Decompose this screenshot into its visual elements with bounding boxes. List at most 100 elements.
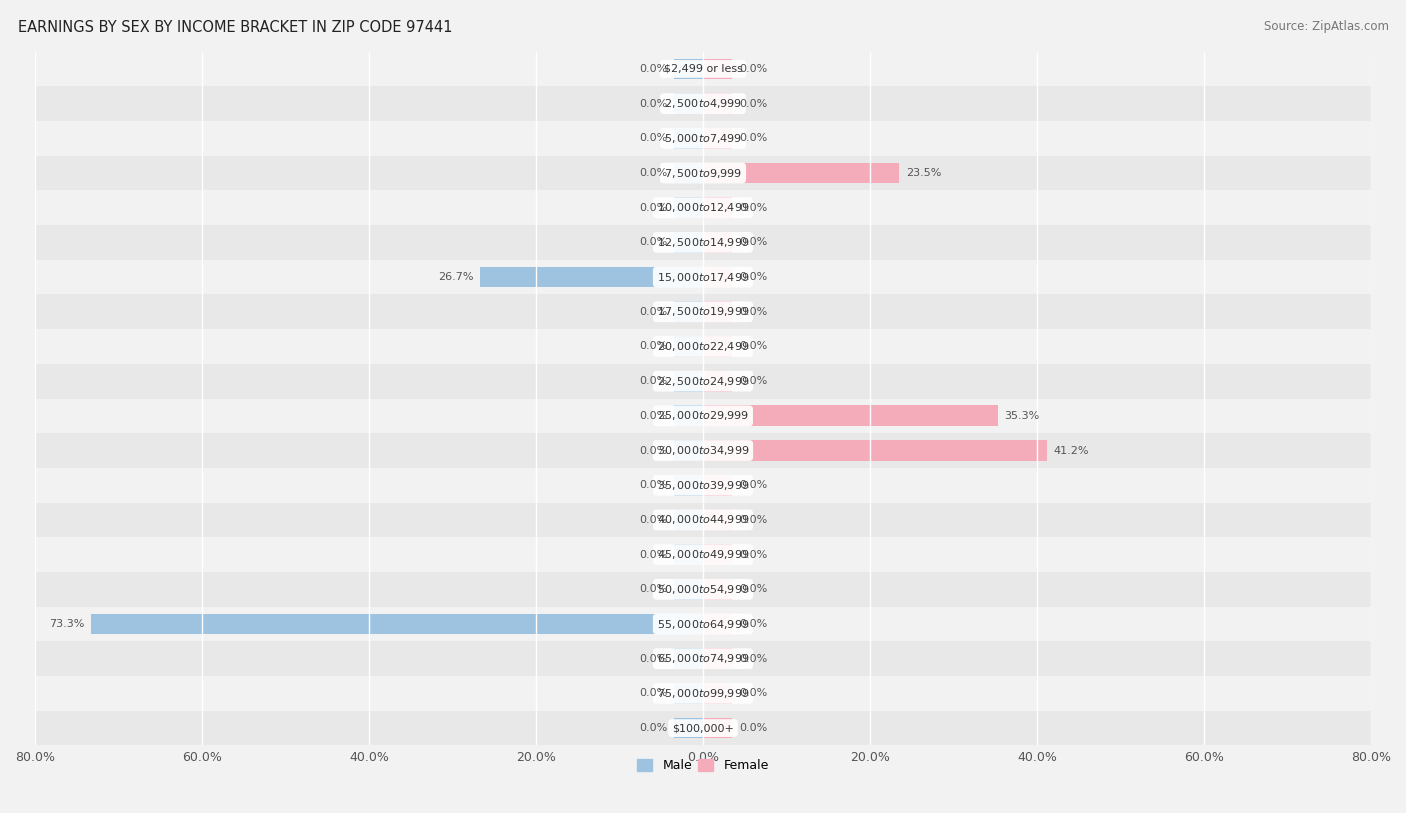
Text: 0.0%: 0.0% bbox=[638, 723, 666, 733]
Text: 0.0%: 0.0% bbox=[638, 376, 666, 386]
Bar bbox=[703, 267, 733, 288]
Text: 0.0%: 0.0% bbox=[740, 307, 768, 317]
Text: $65,000 to $74,999: $65,000 to $74,999 bbox=[657, 652, 749, 665]
Bar bbox=[673, 59, 703, 80]
Bar bbox=[35, 190, 1371, 225]
Text: $35,000 to $39,999: $35,000 to $39,999 bbox=[657, 479, 749, 492]
Bar bbox=[479, 267, 703, 288]
Bar bbox=[703, 232, 733, 253]
Legend: Male, Female: Male, Female bbox=[633, 754, 773, 777]
Text: 0.0%: 0.0% bbox=[740, 654, 768, 663]
Text: 41.2%: 41.2% bbox=[1053, 446, 1090, 455]
Bar bbox=[703, 198, 733, 218]
Text: 0.0%: 0.0% bbox=[740, 133, 768, 143]
Text: 0.0%: 0.0% bbox=[638, 480, 666, 490]
Text: $75,000 to $99,999: $75,000 to $99,999 bbox=[657, 687, 749, 700]
Bar bbox=[35, 225, 1371, 259]
Text: $17,500 to $19,999: $17,500 to $19,999 bbox=[657, 305, 749, 318]
Bar bbox=[703, 718, 733, 738]
Text: $45,000 to $49,999: $45,000 to $49,999 bbox=[657, 548, 749, 561]
Text: 26.7%: 26.7% bbox=[437, 272, 474, 282]
Text: EARNINGS BY SEX BY INCOME BRACKET IN ZIP CODE 97441: EARNINGS BY SEX BY INCOME BRACKET IN ZIP… bbox=[18, 20, 453, 35]
Bar bbox=[673, 510, 703, 530]
Bar bbox=[673, 232, 703, 253]
Bar bbox=[35, 121, 1371, 155]
Bar bbox=[703, 59, 733, 80]
Text: $7,500 to $9,999: $7,500 to $9,999 bbox=[664, 167, 742, 180]
Bar bbox=[673, 128, 703, 149]
Text: 73.3%: 73.3% bbox=[49, 619, 84, 629]
Text: 0.0%: 0.0% bbox=[740, 376, 768, 386]
Bar bbox=[35, 51, 1371, 86]
Text: 0.0%: 0.0% bbox=[740, 272, 768, 282]
Text: 0.0%: 0.0% bbox=[638, 133, 666, 143]
Bar bbox=[673, 648, 703, 669]
Text: 0.0%: 0.0% bbox=[638, 202, 666, 213]
Text: 23.5%: 23.5% bbox=[905, 168, 941, 178]
Bar bbox=[703, 163, 900, 184]
Bar bbox=[35, 363, 1371, 398]
Bar bbox=[673, 683, 703, 704]
Text: $15,000 to $17,499: $15,000 to $17,499 bbox=[657, 271, 749, 284]
Bar bbox=[703, 371, 733, 392]
Text: $12,500 to $14,999: $12,500 to $14,999 bbox=[657, 236, 749, 249]
Text: 35.3%: 35.3% bbox=[1004, 411, 1039, 421]
Text: $25,000 to $29,999: $25,000 to $29,999 bbox=[657, 410, 749, 422]
Text: $22,500 to $24,999: $22,500 to $24,999 bbox=[657, 375, 749, 388]
Bar bbox=[673, 163, 703, 184]
Text: Source: ZipAtlas.com: Source: ZipAtlas.com bbox=[1264, 20, 1389, 33]
Text: 0.0%: 0.0% bbox=[740, 515, 768, 525]
Bar bbox=[35, 676, 1371, 711]
Text: $30,000 to $34,999: $30,000 to $34,999 bbox=[657, 444, 749, 457]
Bar bbox=[673, 336, 703, 357]
Bar bbox=[35, 468, 1371, 502]
Bar bbox=[673, 440, 703, 461]
Text: 0.0%: 0.0% bbox=[740, 202, 768, 213]
Bar bbox=[703, 683, 733, 704]
Bar bbox=[35, 572, 1371, 606]
Text: $10,000 to $12,499: $10,000 to $12,499 bbox=[657, 201, 749, 214]
Bar bbox=[703, 302, 733, 322]
Text: 0.0%: 0.0% bbox=[638, 237, 666, 247]
Bar bbox=[703, 544, 733, 565]
Text: $2,500 to $4,999: $2,500 to $4,999 bbox=[664, 97, 742, 110]
Bar bbox=[703, 336, 733, 357]
Bar bbox=[35, 86, 1371, 121]
Bar bbox=[91, 614, 703, 634]
Bar bbox=[703, 440, 1047, 461]
Bar bbox=[35, 433, 1371, 468]
Bar bbox=[673, 93, 703, 114]
Text: 0.0%: 0.0% bbox=[638, 446, 666, 455]
Text: 0.0%: 0.0% bbox=[638, 689, 666, 698]
Bar bbox=[35, 329, 1371, 363]
Bar bbox=[703, 614, 733, 634]
Bar bbox=[703, 406, 998, 426]
Text: 0.0%: 0.0% bbox=[638, 515, 666, 525]
Text: 0.0%: 0.0% bbox=[740, 585, 768, 594]
Text: 0.0%: 0.0% bbox=[740, 64, 768, 74]
Text: 0.0%: 0.0% bbox=[638, 654, 666, 663]
Bar bbox=[35, 398, 1371, 433]
Bar bbox=[703, 648, 733, 669]
Bar bbox=[35, 606, 1371, 641]
Bar bbox=[703, 579, 733, 600]
Bar bbox=[673, 371, 703, 392]
Bar bbox=[703, 510, 733, 530]
Text: 0.0%: 0.0% bbox=[740, 619, 768, 629]
Text: 0.0%: 0.0% bbox=[740, 237, 768, 247]
Bar bbox=[673, 544, 703, 565]
Bar bbox=[703, 93, 733, 114]
Text: $100,000+: $100,000+ bbox=[672, 723, 734, 733]
Bar bbox=[673, 302, 703, 322]
Text: 0.0%: 0.0% bbox=[740, 550, 768, 559]
Text: 0.0%: 0.0% bbox=[638, 307, 666, 317]
Bar bbox=[673, 718, 703, 738]
Bar bbox=[673, 406, 703, 426]
Text: 0.0%: 0.0% bbox=[638, 411, 666, 421]
Text: 0.0%: 0.0% bbox=[638, 550, 666, 559]
Bar bbox=[35, 641, 1371, 676]
Bar bbox=[673, 579, 703, 600]
Text: 0.0%: 0.0% bbox=[638, 98, 666, 109]
Bar bbox=[673, 198, 703, 218]
Text: $40,000 to $44,999: $40,000 to $44,999 bbox=[657, 514, 749, 527]
